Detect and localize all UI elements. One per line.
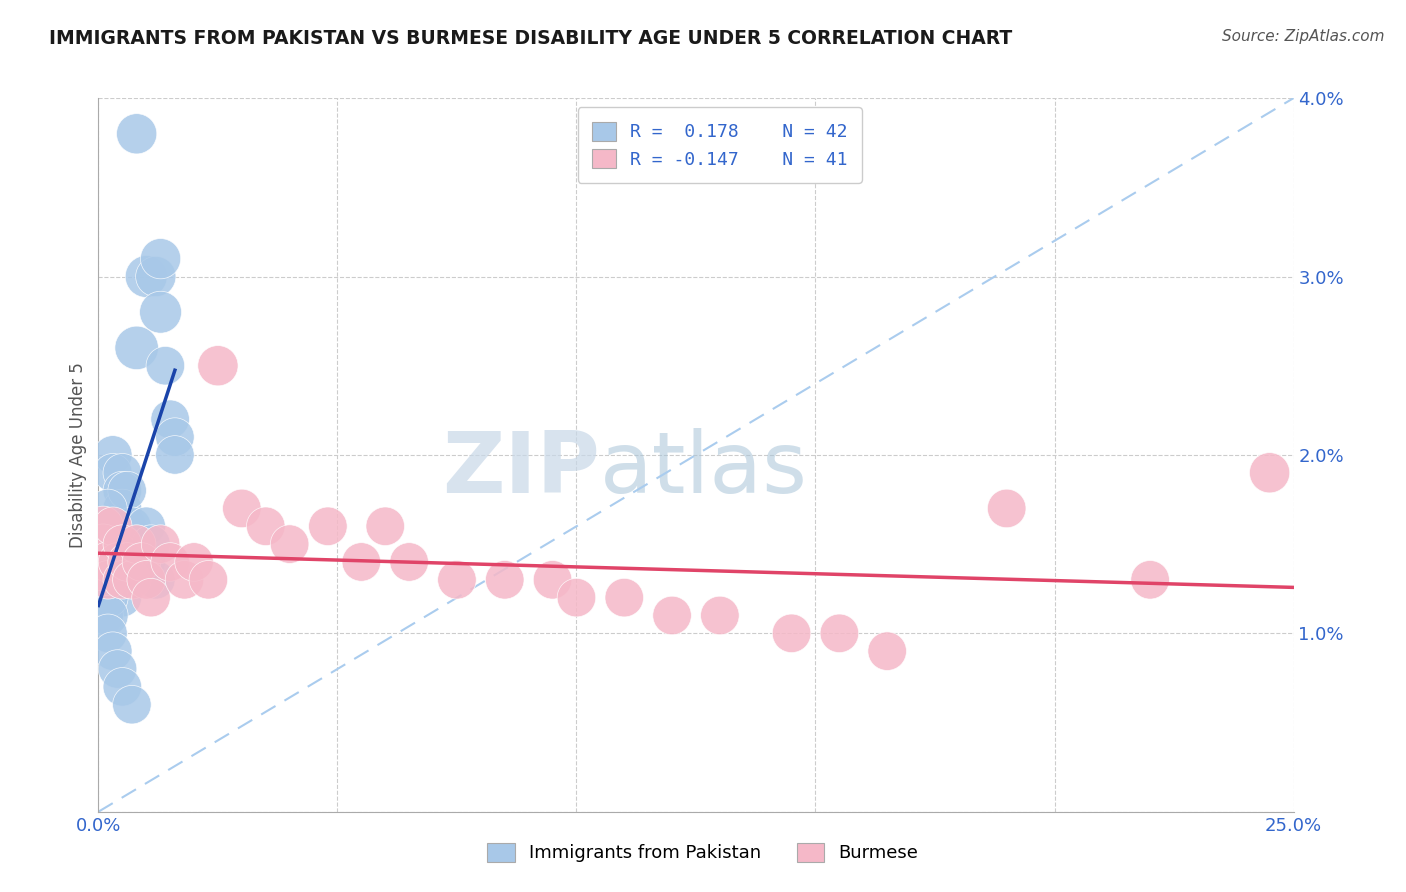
Point — [565, 591, 588, 605]
Point — [207, 359, 229, 373]
Point — [97, 626, 120, 640]
Point — [494, 573, 516, 587]
Point — [101, 644, 124, 658]
Point — [107, 573, 129, 587]
Point — [107, 662, 129, 676]
Point — [115, 519, 138, 533]
Point — [111, 591, 134, 605]
Point — [1258, 466, 1281, 480]
Text: IMMIGRANTS FROM PAKISTAN VS BURMESE DISABILITY AGE UNDER 5 CORRELATION CHART: IMMIGRANTS FROM PAKISTAN VS BURMESE DISA… — [49, 29, 1012, 47]
Point — [91, 519, 114, 533]
Point — [398, 555, 420, 569]
Point — [231, 501, 253, 516]
Point — [87, 555, 110, 569]
Point — [780, 626, 803, 640]
Point — [111, 537, 134, 551]
Legend: Immigrants from Pakistan, Burmese: Immigrants from Pakistan, Burmese — [481, 836, 925, 870]
Point — [163, 448, 186, 462]
Point — [115, 483, 138, 498]
Point — [876, 644, 898, 658]
Text: atlas: atlas — [600, 427, 808, 511]
Point — [135, 555, 157, 569]
Point — [91, 573, 114, 587]
Point — [131, 555, 153, 569]
Point — [101, 448, 124, 462]
Text: ZIP: ZIP — [443, 427, 600, 511]
Point — [159, 412, 181, 426]
Point — [125, 537, 148, 551]
Point — [149, 252, 172, 266]
Point — [97, 501, 120, 516]
Point — [101, 519, 124, 533]
Point — [97, 608, 120, 623]
Point — [125, 127, 148, 141]
Point — [125, 341, 148, 355]
Point — [316, 519, 339, 533]
Point — [183, 555, 205, 569]
Point — [87, 555, 110, 569]
Point — [995, 501, 1018, 516]
Point — [661, 608, 683, 623]
Point — [159, 555, 181, 569]
Point — [145, 269, 167, 284]
Point — [101, 466, 124, 480]
Point — [97, 591, 120, 605]
Point — [121, 573, 143, 587]
Point — [446, 573, 468, 587]
Point — [613, 591, 636, 605]
Point — [91, 537, 114, 551]
Point — [828, 626, 851, 640]
Point — [111, 466, 134, 480]
Point — [541, 573, 564, 587]
Point — [111, 483, 134, 498]
Point — [121, 698, 143, 712]
Y-axis label: Disability Age Under 5: Disability Age Under 5 — [69, 362, 87, 548]
Point — [139, 591, 162, 605]
Point — [135, 269, 157, 284]
Point — [254, 519, 277, 533]
Point — [97, 573, 120, 587]
Point — [111, 501, 134, 516]
Point — [131, 555, 153, 569]
Point — [139, 537, 162, 551]
Point — [155, 359, 177, 373]
Point — [350, 555, 373, 569]
Point — [278, 537, 301, 551]
Point — [135, 573, 157, 587]
Point — [111, 573, 134, 587]
Point — [97, 555, 120, 569]
Point — [97, 537, 120, 551]
Point — [149, 305, 172, 319]
Point — [173, 573, 195, 587]
Point — [91, 591, 114, 605]
Point — [163, 430, 186, 444]
Point — [197, 573, 219, 587]
Text: Source: ZipAtlas.com: Source: ZipAtlas.com — [1222, 29, 1385, 44]
Point — [121, 519, 143, 533]
Point — [91, 608, 114, 623]
Point — [145, 573, 167, 587]
Point — [101, 555, 124, 569]
Point — [107, 555, 129, 569]
Point — [115, 555, 138, 569]
Point — [149, 537, 172, 551]
Point — [709, 608, 731, 623]
Point — [374, 519, 396, 533]
Point — [1139, 573, 1161, 587]
Legend: R =  0.178    N = 42, R = -0.147    N = 41: R = 0.178 N = 42, R = -0.147 N = 41 — [578, 107, 862, 183]
Point — [125, 537, 148, 551]
Point — [111, 680, 134, 694]
Point — [87, 573, 110, 587]
Point — [135, 519, 157, 533]
Point — [121, 537, 143, 551]
